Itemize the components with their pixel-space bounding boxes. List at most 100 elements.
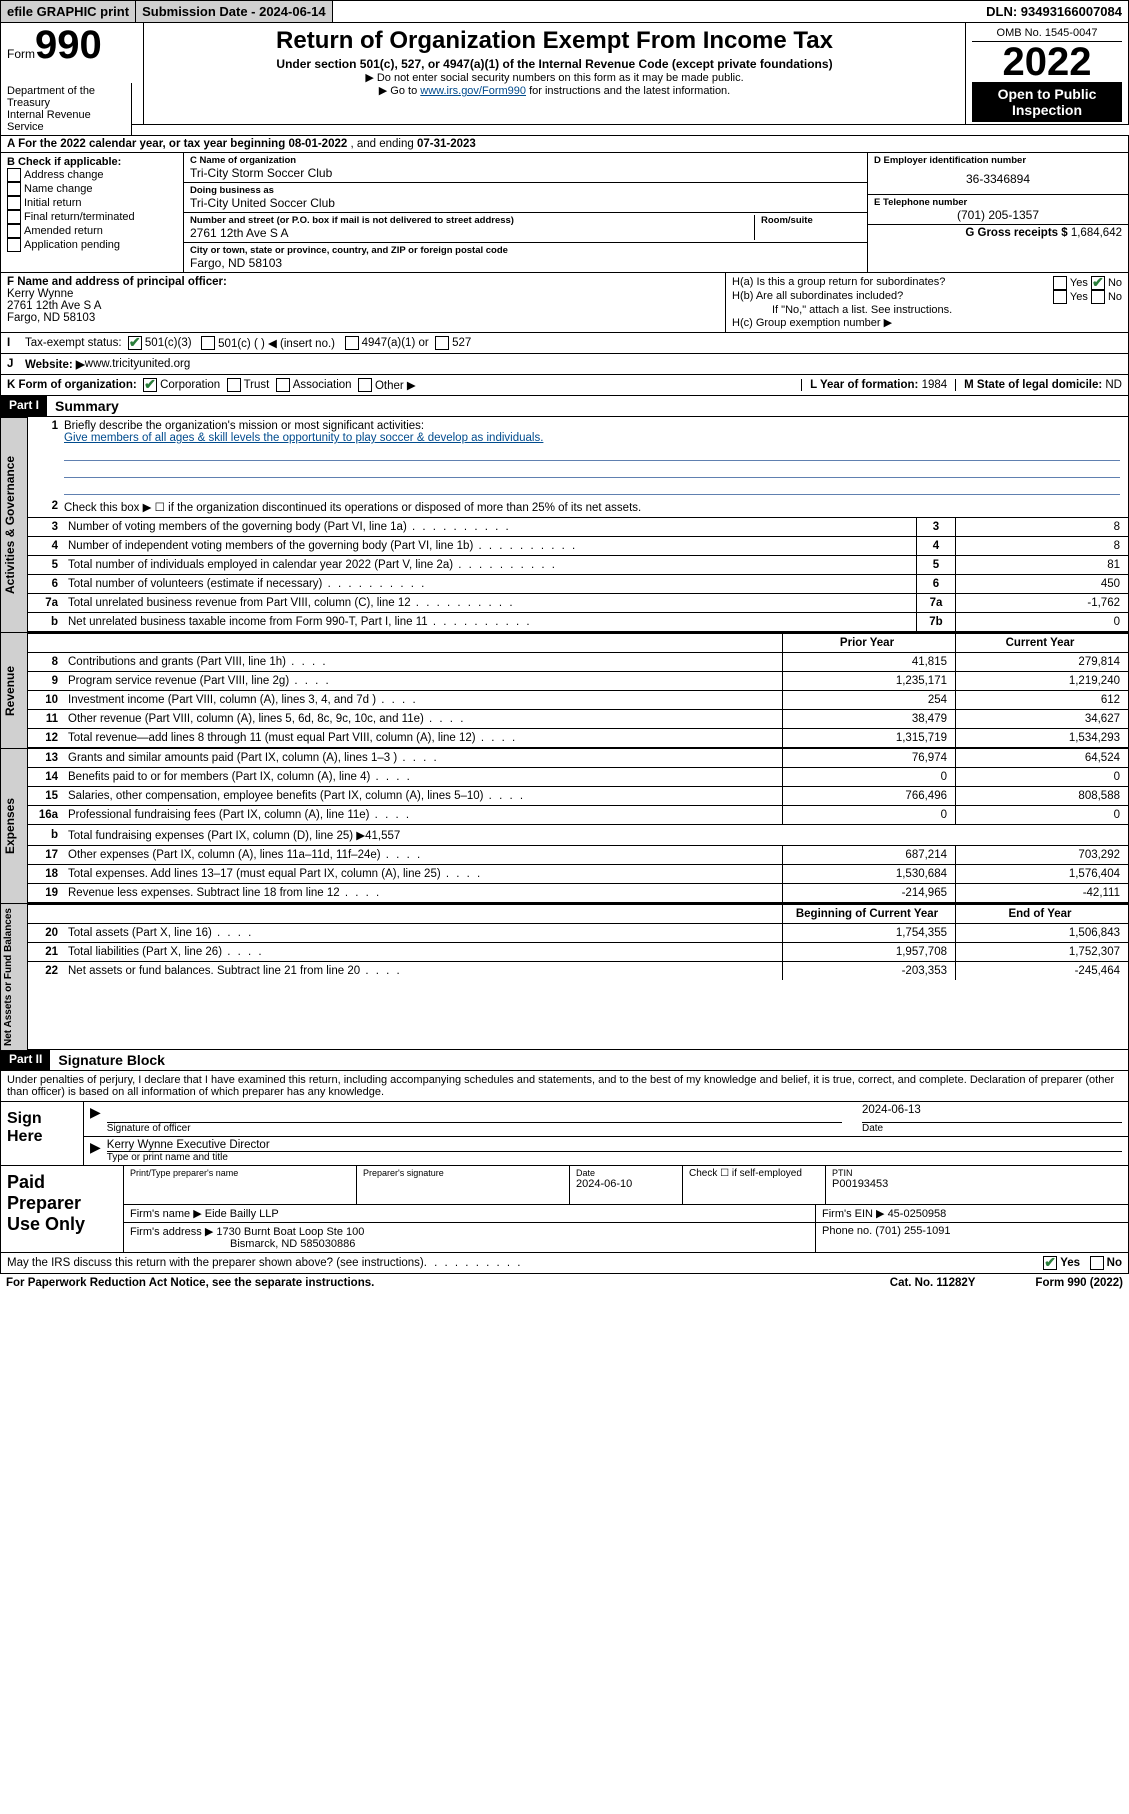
cb-hb-yes[interactable] (1053, 290, 1067, 304)
cb-initial-return[interactable] (7, 196, 21, 210)
i-lbl: Tax-exempt status: (25, 337, 122, 349)
lbl-name-change: Name change (24, 183, 93, 195)
cb-527[interactable] (435, 336, 449, 350)
table-row: 18Total expenses. Add lines 13–17 (must … (28, 865, 1128, 884)
officer-name: Kerry Wynne (7, 288, 73, 300)
preparer-label: Paid Preparer Use Only (1, 1166, 124, 1252)
table-header: Beginning of Current YearEnd of Year (28, 904, 1128, 924)
row-i: I Tax-exempt status: 501(c)(3) 501(c) ( … (0, 333, 1129, 354)
cb-name-change[interactable] (7, 182, 21, 196)
row-klm: K Form of organization: Corporation Trus… (0, 375, 1129, 396)
governance-section: Activities & Governance 1 Briefly descri… (0, 417, 1129, 632)
cb-ha-no[interactable] (1091, 276, 1105, 290)
mission-text: Give members of all ages & skill levels … (64, 432, 543, 444)
firm-phone: (701) 255-1091 (875, 1225, 950, 1237)
sign-here-label: Sign Here (1, 1102, 84, 1165)
title-cell: Return of Organization Exempt From Incom… (144, 23, 966, 124)
cb-trust[interactable] (227, 378, 241, 392)
part-i-title: Summary (47, 396, 127, 416)
table-row: 15Salaries, other compensation, employee… (28, 787, 1128, 806)
cb-hb-no[interactable] (1091, 290, 1105, 304)
warn-ssn: ▶ Do not enter social security numbers o… (150, 71, 959, 84)
gross-receipts: 1,684,642 (1071, 227, 1122, 239)
discuss-row: May the IRS discuss this return with the… (0, 1253, 1129, 1274)
cb-assoc[interactable] (276, 378, 290, 392)
form-990: 990 (35, 23, 102, 67)
col-right: D Employer identification number 36-3346… (867, 153, 1128, 272)
row-a-tax-year: A For the 2022 calendar year, or tax yea… (0, 135, 1129, 153)
opt-501c3: 501(c)(3) (145, 337, 192, 349)
sig-arrow2-icon: ▶ (90, 1139, 101, 1163)
year-formation: 1984 (922, 379, 948, 391)
j-lbl: Website: ▶ (25, 357, 85, 371)
table-row: 22Net assets or fund balances. Subtract … (28, 962, 1128, 981)
cb-501c3[interactable] (128, 336, 142, 350)
lbl-initial-return: Initial return (24, 197, 81, 209)
cb-4947[interactable] (345, 336, 359, 350)
b-label: B Check if applicable: (7, 156, 121, 168)
d-lbl: D Employer identification number (874, 155, 1122, 166)
table-row: 16aProfessional fundraising fees (Part I… (28, 806, 1128, 825)
cb-discuss-yes[interactable] (1043, 1256, 1057, 1270)
gov-table: 3Number of voting members of the governi… (28, 517, 1128, 631)
warn-suffix: for instructions and the latest informat… (526, 85, 730, 97)
table-row: 17Other expenses (Part IX, column (A), l… (28, 846, 1128, 865)
row-a-mid: , and ending (350, 138, 417, 150)
cb-other[interactable] (358, 378, 372, 392)
efile-badge: efile GRAPHIC print (1, 1, 136, 22)
revenue-section: Revenue Prior YearCurrent Year8Contribut… (0, 632, 1129, 748)
tab-net: Net Assets or Fund Balances (0, 903, 28, 1050)
mission-line1 (64, 446, 1120, 461)
cb-app-pending[interactable] (7, 238, 21, 252)
preparer-grid: Paid Preparer Use Only Print/Type prepar… (0, 1166, 1129, 1253)
lbl-app-pending: Application pending (24, 239, 120, 251)
g-lbl: G Gross receipts $ (965, 227, 1070, 239)
prep-name-lbl: Print/Type preparer's name (130, 1168, 350, 1178)
table-row: 8Contributions and grants (Part VIII, li… (28, 653, 1128, 672)
f-box: F Name and address of principal officer:… (1, 273, 725, 332)
city-state-zip: Fargo, ND 58103 (190, 256, 861, 270)
mission-line3 (64, 480, 1120, 495)
cb-corp[interactable] (143, 378, 157, 392)
form-footer: Form 990 (2022) (1035, 1277, 1123, 1289)
tab-expenses: Expenses (0, 748, 28, 903)
dept-treasury: Department of the Treasury Internal Reve… (0, 83, 132, 135)
ein-box: D Employer identification number 36-3346… (868, 153, 1128, 195)
table-row: bNet unrelated business taxable income f… (28, 613, 1128, 632)
firm-ein-lbl: Firm's EIN ▶ (822, 1208, 888, 1220)
opt-4947: 4947(a)(1) or (362, 337, 429, 349)
street-address: 2761 12th Ave S A (190, 226, 754, 240)
tab-revenue: Revenue (0, 632, 28, 748)
cb-ha-yes[interactable] (1053, 276, 1067, 290)
line1-lbl: Briefly describe the organization's miss… (64, 420, 424, 432)
discuss-q: May the IRS discuss this return with the… (7, 1257, 424, 1269)
h-box: H(a) Is this a group return for subordin… (725, 273, 1128, 332)
cb-amended[interactable] (7, 224, 21, 238)
cb-address-change[interactable] (7, 168, 21, 182)
cb-discuss-no[interactable] (1090, 1256, 1104, 1270)
part-ii-badge: Part II (1, 1050, 50, 1070)
part-ii-title: Signature Block (50, 1050, 173, 1070)
j-letter: J (7, 358, 25, 370)
e-lbl: E Telephone number (874, 197, 1122, 208)
footer-row: For Paperwork Reduction Act Notice, see … (0, 1274, 1129, 1292)
domicile: ND (1105, 379, 1122, 391)
cat-no: Cat. No. 11282Y (890, 1277, 976, 1289)
hc-lbl: H(c) Group exemption number ▶ (732, 316, 1122, 329)
prep-sig-lbl: Preparer's signature (363, 1168, 563, 1178)
addr-row: Number and street (or P.O. box if mail i… (184, 213, 867, 243)
irs-link[interactable]: www.irs.gov/Form990 (420, 85, 526, 97)
table-row: 20Total assets (Part X, line 16)1,754,35… (28, 924, 1128, 943)
cb-501c[interactable] (201, 336, 215, 350)
ptin: P00193453 (832, 1178, 1122, 1190)
rev-table: Prior YearCurrent Year8Contributions and… (28, 632, 1128, 747)
tax-year: 2022 (972, 42, 1122, 82)
opt-other: Other ▶ (375, 378, 416, 392)
table-row: 19Revenue less expenses. Subtract line 1… (28, 884, 1128, 903)
sig-date: 2024-06-13 (862, 1104, 1122, 1123)
line2-text: Check this box ▶ ☐ if the organization d… (64, 500, 641, 514)
cb-final-return[interactable] (7, 210, 21, 224)
ty-begin: 08-01-2022 (288, 138, 347, 150)
table-row: 12Total revenue—add lines 8 through 11 (… (28, 729, 1128, 748)
form-subtitle: Under section 501(c), 527, or 4947(a)(1)… (150, 57, 959, 71)
